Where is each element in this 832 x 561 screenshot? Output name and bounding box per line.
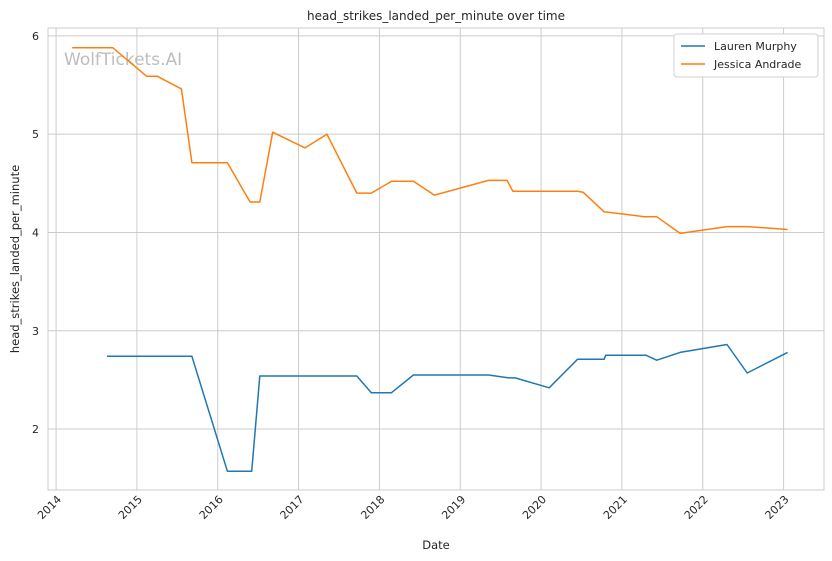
plot-frame xyxy=(47,27,825,491)
legend-box xyxy=(673,33,819,78)
watermark: WolfTickets.AI xyxy=(64,50,182,70)
series-line-lauren-murphy xyxy=(107,343,788,473)
y-tick-label: 6 xyxy=(32,30,39,43)
series-line-jessica-andrade xyxy=(72,46,788,235)
plot-area xyxy=(48,28,824,490)
x-tick-label: 2017 xyxy=(278,493,307,522)
legend-label-lauren-murphy: Lauren Murphy xyxy=(714,40,797,53)
x-axis-label: Date xyxy=(422,538,450,552)
chart-title: head_strikes_landed_per_minute over time xyxy=(307,9,565,23)
legend: Lauren Murphy Jessica Andrade xyxy=(673,33,819,78)
y-axis-ticks: 2 3 4 5 6 xyxy=(32,30,39,436)
x-tick-label: 2021 xyxy=(601,493,630,522)
x-tick-label: 2016 xyxy=(197,493,226,522)
y-tick-label: 3 xyxy=(32,325,39,338)
grid xyxy=(48,28,824,490)
legend-label-jessica-andrade: Jessica Andrade xyxy=(713,58,802,71)
series-layer xyxy=(72,46,788,473)
y-tick-label: 4 xyxy=(32,226,39,239)
x-tick-label: 2019 xyxy=(439,493,468,522)
x-tick-label: 2023 xyxy=(763,493,792,522)
x-tick-label: 2022 xyxy=(682,493,711,522)
y-tick-label: 2 xyxy=(32,423,39,436)
x-tick-label: 2020 xyxy=(520,493,549,522)
x-tick-label: 2015 xyxy=(116,493,145,522)
x-tick-label: 2014 xyxy=(35,493,64,522)
y-axis-label: head_strikes_landed_per_minute xyxy=(8,165,22,353)
x-axis-ticks: 2014 2015 2016 2017 2018 2019 2020 2021 2022 2023 xyxy=(35,493,791,522)
y-tick-label: 5 xyxy=(32,128,39,141)
x-tick-label: 2018 xyxy=(358,493,387,522)
